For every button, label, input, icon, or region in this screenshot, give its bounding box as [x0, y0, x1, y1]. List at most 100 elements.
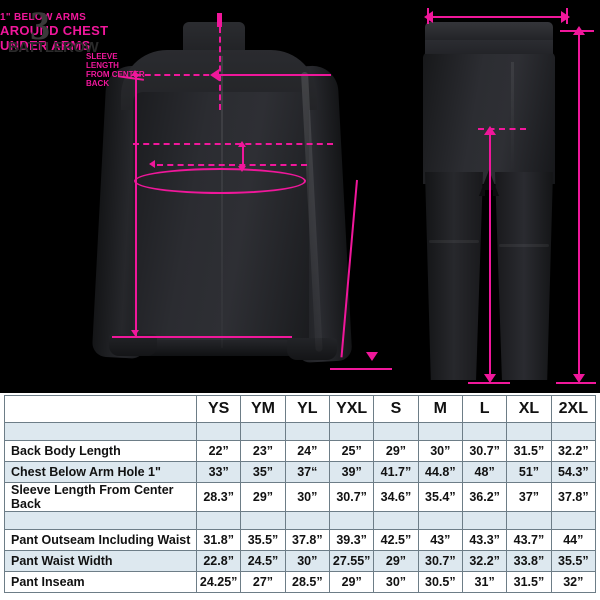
cell-l: 36.2”	[461, 482, 508, 512]
jacket-center-seam	[221, 56, 223, 348]
cell-m	[417, 422, 463, 441]
cell-yxl: 27.55”	[328, 550, 375, 572]
header-size-yl: YL	[284, 395, 330, 423]
row-label	[4, 511, 197, 530]
pant-waist-right-tick	[566, 8, 568, 24]
cell-ys: 28.3”	[195, 482, 242, 512]
cell-2xl: 35.5”	[550, 550, 597, 572]
cell-yxl	[328, 422, 375, 441]
cell-xl: 37”	[506, 482, 552, 512]
pant-outseam-line	[578, 32, 580, 380]
cell-s	[373, 422, 419, 441]
table-row: Back Body Length 22” 23” 24” 25” 29” 30” 30.7” 3…	[4, 440, 597, 462]
cell-yl: 28.5”	[284, 571, 330, 593]
cell-m: 44.8”	[417, 461, 463, 483]
header-size-s: S	[373, 395, 419, 423]
pant-waist-left-tick	[427, 8, 429, 24]
body-length-arrow-bottom	[131, 330, 139, 336]
center-back-tick	[217, 13, 222, 27]
cell-s: 41.7”	[373, 461, 419, 483]
sleeve-length-arrow-head	[366, 352, 378, 361]
sleeve-length-label-line2: FROM CENTER	[86, 70, 145, 79]
cell-ym: 35.5”	[240, 529, 286, 551]
pant-outseam-baseline	[556, 382, 596, 384]
below-arms-arrow-top	[238, 141, 246, 147]
sleeve-length-baseline	[330, 368, 392, 370]
below-arms-gap-line	[242, 146, 244, 170]
product-photo-area: 3 BATTLEROW	[0, 5, 596, 384]
cell-yxl: 30.7”	[328, 482, 375, 512]
pant-outseam-arrow-bottom	[573, 374, 585, 383]
pants-left-leg	[425, 172, 483, 380]
table-row: Chest Below Arm Hole 1" 33” 35” 37“ 39” 41.7”…	[4, 461, 597, 483]
row-label: Back Body Length	[4, 440, 197, 462]
cell-l: 48”	[461, 461, 508, 483]
cell-2xl	[550, 422, 597, 441]
row-label: Chest Below Arm Hole 1"	[4, 461, 197, 483]
cell-xl: 43.7”	[506, 529, 552, 551]
cell-xl: 33.8”	[506, 550, 552, 572]
pant-inseam-line	[489, 132, 491, 380]
row-label: Pant Inseam	[4, 571, 197, 593]
shoulder-dashed-left	[135, 74, 219, 76]
cell-ys	[195, 511, 242, 530]
pant-inseam-arrow-bottom	[484, 374, 496, 383]
cell-2xl: 32”	[550, 571, 597, 593]
chest-arrow-head	[149, 160, 155, 168]
cell-ym: 24.5”	[240, 550, 286, 572]
jacket-left-cuff	[109, 334, 157, 356]
cell-yl: 30”	[284, 550, 330, 572]
pants-waistband-elastic	[425, 40, 553, 54]
pant-waist-width-arrow-right	[561, 11, 570, 23]
logo-wordmark: BATTLEROW	[8, 39, 99, 56]
around-chest-label-line2: UNDER ARMS	[0, 38, 91, 53]
pant-inseam-baseline	[468, 382, 510, 384]
cell-2xl: 37.8”	[550, 482, 597, 512]
jacket-torso	[133, 92, 309, 354]
table-header-row: YS YM YL YXL S M L XL 2XL	[4, 395, 597, 423]
body-length-arrow-top	[131, 70, 139, 76]
cell-yxl: 25”	[328, 440, 375, 462]
cell-yxl	[328, 511, 375, 530]
cell-ym	[240, 511, 286, 530]
row-label: Pant Waist Width	[4, 550, 197, 572]
cell-ym: 27”	[240, 571, 286, 593]
cell-l: 31”	[461, 571, 508, 593]
cell-yxl: 39.3”	[328, 529, 375, 551]
header-size-xl: XL	[506, 395, 552, 423]
cell-yl: 30”	[284, 482, 330, 512]
sleeve-length-label: SLEEVE LENGTH FROM CENTER BACK	[86, 52, 152, 88]
cell-s	[373, 511, 419, 530]
jacket-right-cuff	[287, 338, 337, 360]
cell-s: 34.6”	[373, 482, 419, 512]
cell-xl	[506, 511, 552, 530]
armhole-dashed-line	[133, 143, 333, 145]
pant-waist-width-line	[432, 16, 562, 18]
cell-yxl: 39”	[328, 461, 375, 483]
cell-l: 43.3”	[461, 529, 508, 551]
cell-ys: 22.8”	[195, 550, 242, 572]
cell-l: 32.2”	[461, 550, 508, 572]
cell-s: 30”	[373, 571, 419, 593]
table-row: Pant Outseam Including Waist 31.8” 35.5” 37…	[4, 529, 597, 551]
body-length-baseline	[112, 336, 292, 338]
jacket-hem	[133, 340, 309, 356]
header-size-ys: YS	[195, 395, 242, 423]
table-spacer-row	[4, 422, 597, 441]
cell-m: 30.5”	[417, 571, 463, 593]
jacket-illustration	[91, 22, 370, 380]
size-chart-table-container: YS YM YL YXL S M L XL 2XL Back Body Leng…	[0, 393, 600, 600]
cell-yl: 37“	[284, 461, 330, 483]
cell-m: 30”	[417, 440, 463, 462]
size-chart-table: YS YM YL YXL S M L XL 2XL Back Body Leng…	[4, 395, 597, 593]
header-size-m: M	[417, 395, 463, 423]
cell-l	[461, 422, 508, 441]
pants-left-knee-seam	[429, 240, 479, 243]
cell-ys: 33”	[195, 461, 242, 483]
sleeve-length-label-line3: BACK	[86, 79, 110, 88]
cell-xl: 31.5”	[506, 571, 552, 593]
table-body: Back Body Length 22” 23” 24” 25” 29” 30” 30.7” 3…	[4, 422, 597, 593]
cell-yl	[284, 422, 330, 441]
below-arms-label: 1" BELOW ARMS	[0, 12, 87, 23]
cell-xl: 31.5”	[506, 440, 552, 462]
